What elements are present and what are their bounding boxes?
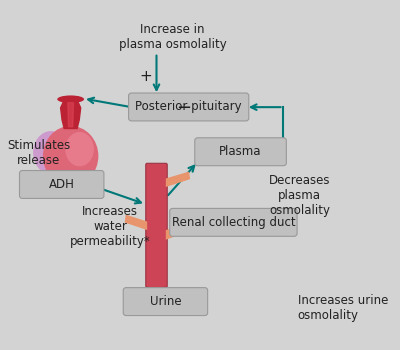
- Polygon shape: [149, 286, 164, 292]
- FancyBboxPatch shape: [128, 93, 249, 121]
- Ellipse shape: [33, 131, 69, 174]
- Ellipse shape: [65, 132, 94, 166]
- Text: Plasma: Plasma: [219, 145, 262, 158]
- Text: Increases urine
osmolality: Increases urine osmolality: [298, 294, 388, 322]
- Ellipse shape: [57, 96, 84, 103]
- Text: Increases
water
permeability*: Increases water permeability*: [70, 205, 150, 248]
- Text: Posterior pituitary: Posterior pituitary: [135, 100, 242, 113]
- Text: +: +: [139, 69, 152, 84]
- Polygon shape: [125, 215, 147, 230]
- Polygon shape: [61, 100, 81, 128]
- Text: Urine: Urine: [150, 295, 181, 308]
- FancyBboxPatch shape: [20, 170, 104, 198]
- FancyBboxPatch shape: [170, 208, 297, 236]
- Polygon shape: [166, 224, 188, 240]
- FancyBboxPatch shape: [146, 163, 167, 287]
- Text: ADH: ADH: [49, 178, 75, 191]
- FancyBboxPatch shape: [123, 288, 208, 316]
- Polygon shape: [68, 103, 74, 127]
- FancyBboxPatch shape: [195, 138, 286, 166]
- Polygon shape: [166, 172, 190, 187]
- Text: Decreases
plasma
osmolality: Decreases plasma osmolality: [269, 174, 330, 217]
- Text: Renal collecting duct: Renal collecting duct: [172, 216, 295, 229]
- Text: −: −: [176, 99, 191, 117]
- Text: Stimulates
release: Stimulates release: [7, 139, 70, 167]
- Ellipse shape: [43, 126, 98, 186]
- Text: Increase in
plasma osmolality: Increase in plasma osmolality: [119, 23, 226, 51]
